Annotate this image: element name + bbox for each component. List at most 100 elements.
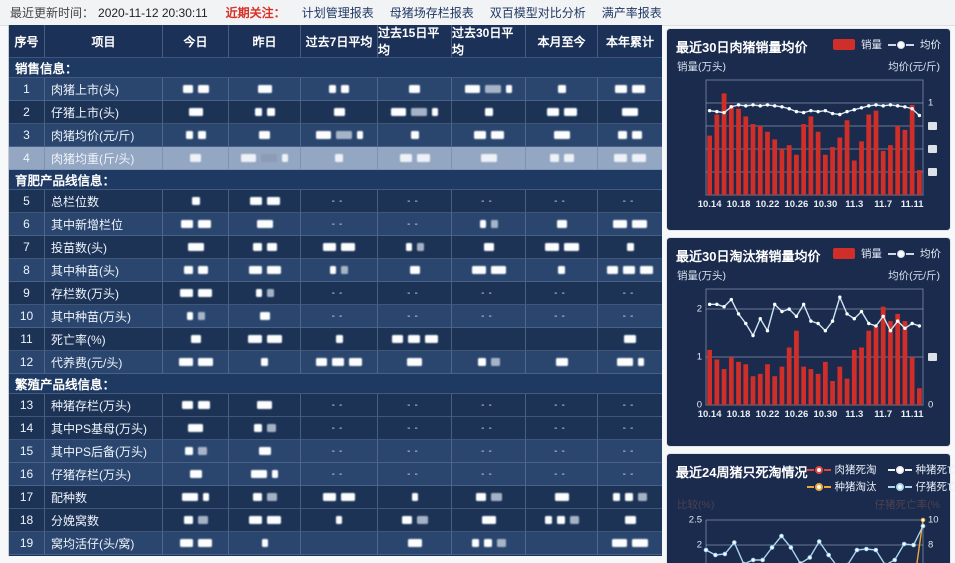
value-cell (598, 147, 662, 170)
value-cell (301, 509, 378, 532)
value-cell (598, 236, 662, 259)
table-row-6[interactable]: 6 其中新增栏位 -- -- (9, 213, 662, 236)
value-cell (301, 124, 378, 147)
column-header-3[interactable]: 昨日 (229, 25, 301, 58)
table-row-5[interactable]: 5 总栏位数 -- -- -- -- -- (9, 190, 662, 213)
value-cell (526, 147, 598, 170)
value-cell: -- (301, 394, 378, 417)
table-row-4[interactable]: 4 肉猪均重(斤/头) (9, 147, 662, 170)
link-sow-farm-report[interactable]: 母猪场存栏报表 (389, 6, 474, 20)
section-label: 繁殖产品线信息： (9, 374, 662, 394)
svg-text:11.3: 11.3 (845, 199, 863, 210)
pig-sales-chart: 10.14 10.18 10.22 10.26 10.30 11.3 11.7 11.11 1 (698, 79, 937, 210)
table-row-19[interactable]: 19 窝均活仔(头/窝) (9, 532, 662, 555)
table-row-9[interactable]: 9 存栏数(万头) -- -- -- -- -- (9, 282, 662, 305)
table-row-14[interactable]: 14 其中PS基母(万头) -- -- -- -- -- (9, 417, 662, 440)
column-header-6[interactable]: 过去30日平均 (452, 25, 526, 58)
row-number: 10 (9, 305, 45, 328)
value-cell (378, 509, 452, 532)
column-header-1[interactable]: 项目 (45, 25, 163, 58)
chart2-line-legend-swatch[interactable] (888, 249, 914, 258)
svg-text:10.14: 10.14 (698, 199, 722, 210)
table-row-10[interactable]: 10 其中种苗(万头) -- -- -- -- -- (9, 305, 662, 328)
chart2-bar-legend-label[interactable]: 销量 (861, 248, 882, 260)
row-number: 19 (9, 532, 45, 555)
table-row-15[interactable]: 15 其中PS后备(万头) -- -- -- -- -- (9, 440, 662, 463)
value-cell (229, 236, 301, 259)
column-header-0[interactable]: 序号 (9, 25, 45, 58)
svg-text:10.18: 10.18 (727, 409, 751, 420)
section-row: 育肥产品线信息： (9, 170, 662, 190)
table-row-13[interactable]: 13 种猪存栏(万头) -- -- -- -- -- (9, 394, 662, 417)
value-cell (452, 124, 526, 147)
legend-item-boar-cull[interactable]: 种猪淘汰 (807, 479, 876, 494)
table-row-1[interactable]: 1 肉猪上市(头) (9, 78, 662, 101)
svg-text:2: 2 (697, 304, 702, 315)
value-cell: -- (452, 417, 526, 440)
value-cell: -- (452, 394, 526, 417)
value-cell: -- (526, 463, 598, 486)
value-cell: -- (378, 305, 452, 328)
chart1-line-legend-label[interactable]: 均价 (920, 39, 941, 51)
column-header-5[interactable]: 过去15日平均 (378, 25, 452, 58)
value-cell (526, 124, 598, 147)
table-row-7[interactable]: 7 投苗数(头) (9, 236, 662, 259)
value-cell: -- (526, 440, 598, 463)
row-item-label: 存栏数(万头) (45, 282, 163, 305)
chart1-title: 最近30日肉猪销量均价 (676, 40, 808, 55)
updated-label: 最近更新时间： (10, 6, 95, 20)
table-row-8[interactable]: 8 其中种苗(头) (9, 259, 662, 282)
table-header-row: 序号 项目 今日 昨日 过去7日平均 过去15日平均 过去30日平均 本月至今 本年累计 (9, 25, 662, 58)
table-row-2[interactable]: 2 仔猪上市(头) (9, 101, 662, 124)
value-cell (163, 351, 229, 374)
link-plan-report[interactable]: 计划管理报表 (301, 6, 374, 20)
value-cell: -- (378, 394, 452, 417)
column-header-2[interactable]: 今日 (163, 25, 229, 58)
table-row-11[interactable]: 11 死亡率(%) (9, 328, 662, 351)
value-cell (229, 124, 301, 147)
value-cell (163, 394, 229, 417)
link-full-capacity-report[interactable]: 满产率报表 (601, 6, 662, 20)
value-cell: -- (526, 305, 598, 328)
value-cell (452, 101, 526, 124)
column-header-4[interactable]: 过去7日平均 (301, 25, 378, 58)
chart2-line-legend-label[interactable]: 均价 (920, 248, 941, 260)
value-cell (452, 532, 526, 555)
chart2-left-axis-title: 销量(万头) (677, 270, 726, 282)
link-model-compare-report[interactable]: 双百模型对比分析 (489, 6, 586, 20)
svg-text:10.14: 10.14 (698, 409, 722, 420)
chart-panel-pig-sales: 最近30日肉猪销量均价 销量 均价 销量(万头) 均价(元/斤) 10.14 10… (666, 28, 951, 231)
column-header-7[interactable]: 本月至今 (526, 25, 598, 58)
chart-panel-weekly-death: 最近24周猪只死淘情况 肉猪死淘 种猪死亡 种猪淘汰 仔猪死亡 (666, 453, 955, 563)
table-row-18[interactable]: 18 分娩窝数 (9, 509, 662, 532)
chart2-bar-legend-swatch[interactable] (833, 248, 855, 259)
column-header-8[interactable]: 本年累计 (598, 25, 662, 58)
chart1-bar-legend-label[interactable]: 销量 (861, 39, 882, 51)
legend-item-piglet-death[interactable]: 仔猪死亡 (888, 479, 955, 494)
legend-item-boar-death[interactable]: 种猪死亡 (888, 462, 955, 477)
table-row-17[interactable]: 17 配种数 (9, 486, 662, 509)
chart1-line-legend-swatch[interactable] (888, 40, 914, 49)
table-row-16[interactable]: 16 仔猪存栏(万头) -- -- -- -- -- (9, 463, 662, 486)
value-cell (526, 486, 598, 509)
row-item-label: 其中种苗(头) (45, 259, 163, 282)
chart-panel-cull-sales: 最近30日淘汰猪销量均价 销量 均价 销量(万头) 均价(元/斤) 10.14 1… (666, 237, 951, 447)
row-item-label: 其中PS后备(万头) (45, 440, 163, 463)
legend-item-pig-death[interactable]: 肉猪死淘 (807, 462, 876, 477)
value-cell (229, 328, 301, 351)
row-number: 12 (9, 351, 45, 374)
value-cell (163, 101, 229, 124)
value-cell: -- (301, 282, 378, 305)
row-number: 8 (9, 259, 45, 282)
section-row: 销售信息： (9, 58, 662, 78)
row-number: 1 (9, 78, 45, 101)
table-row-3[interactable]: 3 肉猪均价(元/斤) (9, 124, 662, 147)
chart1-bar-legend-swatch[interactable] (833, 39, 855, 50)
table-row-12[interactable]: 12 代养费(元/头) (9, 351, 662, 374)
value-cell: -- (378, 190, 452, 213)
row-item-label: 总栏位数 (45, 190, 163, 213)
section-label: 育肥产品线信息： (9, 170, 662, 190)
value-cell (229, 509, 301, 532)
value-cell (452, 328, 526, 351)
svg-text:10: 10 (928, 515, 939, 526)
